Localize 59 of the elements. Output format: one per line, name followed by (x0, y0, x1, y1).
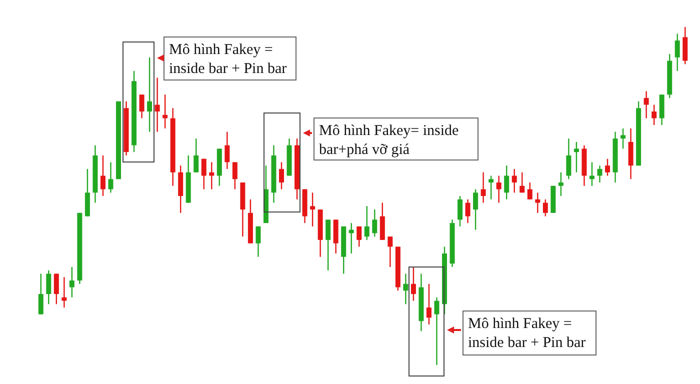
candlestick (326, 219, 331, 271)
candlestick (403, 273, 408, 305)
candlestick (100, 154, 106, 197)
candlestick (682, 26, 688, 65)
candlestick (558, 172, 564, 197)
candlestick (605, 158, 610, 176)
candlestick (38, 273, 44, 315)
candlestick (527, 182, 532, 200)
candlestick (480, 172, 486, 204)
candlestick (520, 172, 525, 194)
candlestick (46, 270, 52, 305)
candlestick (488, 175, 494, 200)
candlestick (201, 158, 206, 190)
annotation: Mô hình Fakey = inside bar + Pin bar (169, 42, 287, 77)
candlestick (356, 226, 362, 248)
candlestick (310, 192, 316, 228)
candlestick (69, 266, 74, 298)
candlestick (154, 77, 160, 132)
candlestick (566, 138, 572, 180)
candlestick (589, 162, 594, 186)
candlestick (333, 219, 338, 254)
candlestick (62, 276, 67, 308)
candlestick (542, 198, 548, 217)
candlestick (674, 33, 680, 72)
candlestick (224, 131, 230, 170)
candlestick (279, 162, 284, 190)
candlestick (426, 283, 432, 326)
candlestick (434, 296, 440, 366)
candlestick (388, 236, 393, 268)
candlestick (380, 202, 385, 241)
candlestick (458, 195, 463, 228)
candlestick (54, 273, 59, 305)
candlestick (620, 128, 626, 150)
candlestick (465, 198, 470, 224)
candlestick (147, 56, 152, 132)
candlestick (410, 266, 416, 302)
candlestick (162, 94, 168, 129)
candlestick (597, 164, 602, 184)
candlestick (496, 175, 502, 204)
candlestick (364, 206, 370, 241)
candlestick (256, 226, 261, 258)
candlestick (108, 162, 114, 194)
candlestick (232, 162, 238, 190)
candlestick (139, 94, 144, 119)
candlestick (194, 138, 199, 173)
candlestick (644, 90, 649, 119)
candlestick (574, 141, 579, 173)
annotation: Mô hình Fakey= inside bar+phá vỡ giá (319, 123, 460, 158)
candlestick (178, 164, 184, 214)
candlestick (84, 168, 90, 217)
candlestick (473, 188, 478, 230)
candlestick (628, 128, 634, 180)
annotation: Mô hình Fakey = inside bar + Pin bar (468, 316, 586, 351)
candlestick (372, 208, 378, 238)
candlestick (512, 168, 517, 194)
candlestick (659, 94, 664, 126)
candlestick (535, 192, 540, 214)
candlestick (652, 104, 657, 126)
candlestick (504, 164, 510, 200)
